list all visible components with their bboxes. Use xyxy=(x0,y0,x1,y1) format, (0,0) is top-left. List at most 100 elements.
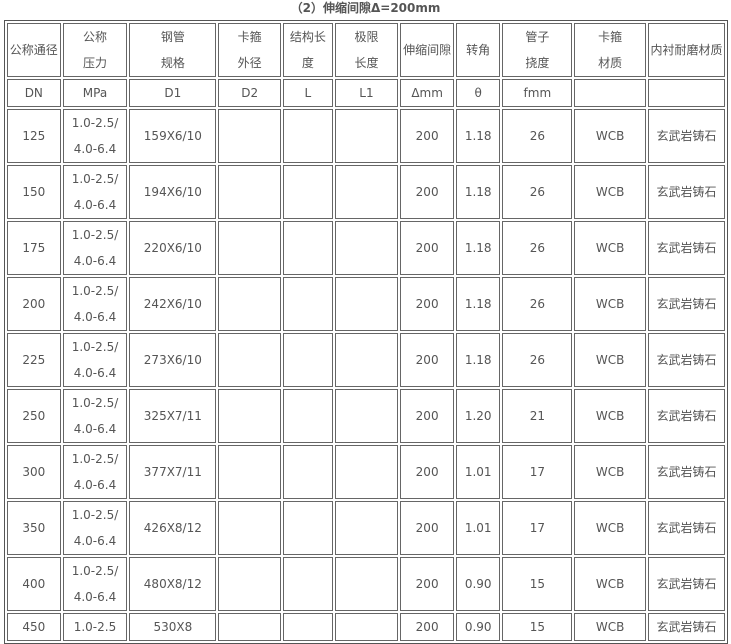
table-cell xyxy=(334,277,399,331)
table-cell: 1.0-2.5/4.0-6.4 xyxy=(62,501,128,555)
table-row: 175 1.0-2.5/4.0-6.4 220X6/10 200 1.18 26 WCB 玄武… xyxy=(7,221,725,275)
table-cell: 1.18 xyxy=(455,221,501,275)
table-cell: WCB xyxy=(574,557,647,611)
cell-line: 4.0-6.4 xyxy=(73,422,117,436)
cell-line: 4.0-6.4 xyxy=(73,366,117,380)
table-cell: 玄武岩铸石 xyxy=(648,613,725,641)
table-row: 150 1.0-2.5/4.0-6.4 194X6/10 200 1.18 26 WCB 玄武… xyxy=(7,165,725,219)
table-cell: 159X6/10 xyxy=(129,109,217,163)
header-row: 公称通径 公称 压力 钢管 规格 卡箍 外径 结构长度极限 长度 伸缩间隙 转角 管子 挠度 卡箍 材质 内衬… xyxy=(7,23,725,77)
table-cell: 26 xyxy=(502,333,573,387)
unit-cell: D2 xyxy=(218,79,282,107)
table-cell: 15 xyxy=(502,557,573,611)
cell-line: 4.0-6.4 xyxy=(73,142,117,156)
unit-cell: L1 xyxy=(334,79,399,107)
unit-cell: D1 xyxy=(129,79,217,107)
table-row: 350 1.0-2.5/4.0-6.4 426X8/12 200 1.01 17 WCB 玄武… xyxy=(7,501,725,555)
table-cell: 17 xyxy=(502,445,573,499)
table-cell xyxy=(334,165,399,219)
table-cell: 400 xyxy=(7,557,61,611)
table-cell: WCB xyxy=(574,109,647,163)
cell-line: 1.0-2.5/ xyxy=(71,284,119,298)
table-cell xyxy=(283,109,333,163)
table-cell xyxy=(334,501,399,555)
table-cell: 玄武岩铸石 xyxy=(648,445,725,499)
table-cell: 1.18 xyxy=(455,333,501,387)
table-cell: 1.0-2.5/4.0-6.4 xyxy=(62,445,128,499)
table-title: （2）伸缩间隙Δ=200mm xyxy=(290,1,441,15)
table-row: 225 1.0-2.5/4.0-6.4 273X6/10 200 1.18 26 WCB 玄武… xyxy=(7,333,725,387)
header-cell: 公称 压力 xyxy=(62,23,128,77)
table-row: 400 1.0-2.5/4.0-6.4 480X8/12 200 0.90 15 WCB 玄武… xyxy=(7,557,725,611)
table-cell: 0.90 xyxy=(455,613,501,641)
cell-line: 1.0-2.5/ xyxy=(71,340,119,354)
cell-line: 4.0-6.4 xyxy=(73,254,117,268)
cell-line: 4.0-6.4 xyxy=(73,478,117,492)
table-cell: 194X6/10 xyxy=(129,165,217,219)
table-cell xyxy=(283,501,333,555)
table-cell: 530X8 xyxy=(129,613,217,641)
table-row: 300 1.0-2.5/4.0-6.4 377X7/11 200 1.01 17 WCB 玄武… xyxy=(7,445,725,499)
table-cell xyxy=(334,333,399,387)
table-cell: 1.20 xyxy=(455,389,501,443)
table-cell: 玄武岩铸石 xyxy=(648,109,725,163)
cell-line: 4.0-6.4 xyxy=(73,198,117,212)
table-cell: 350 xyxy=(7,501,61,555)
cell-line: 4.0-6.4 xyxy=(73,534,117,548)
table-cell: 200 xyxy=(400,501,454,555)
table-cell xyxy=(283,389,333,443)
cell-line: 压力 xyxy=(82,56,107,70)
table-cell: WCB xyxy=(574,613,647,641)
table-row: 125 1.0-2.5/4.0-6.4 159X6/10 200 1.18 26 WCB 玄武… xyxy=(7,109,725,163)
unit-row: DN MPa D1 D2 L L1 Δmm θ fmm xyxy=(7,79,725,107)
table-cell xyxy=(218,389,282,443)
cell-line: 度 xyxy=(301,56,314,70)
cell-line: 卡箍 xyxy=(237,30,262,44)
header-cell: 卡箍 材质 xyxy=(574,23,647,77)
header-cell: 管子 挠度 xyxy=(502,23,573,77)
table-cell: 1.0-2.5/4.0-6.4 xyxy=(62,389,128,443)
table-cell: 玄武岩铸石 xyxy=(648,557,725,611)
header-cell: 结构长度 xyxy=(283,23,333,77)
table-cell: 1.18 xyxy=(455,109,501,163)
table-cell: 377X7/11 xyxy=(129,445,217,499)
cell-line: 1.0-2.5/ xyxy=(71,172,119,186)
table-cell xyxy=(283,445,333,499)
cell-line: 规格 xyxy=(160,56,185,70)
table-cell: 26 xyxy=(502,221,573,275)
table-cell: 21 xyxy=(502,389,573,443)
table-cell xyxy=(283,613,333,641)
table-cell xyxy=(218,501,282,555)
table-cell xyxy=(334,445,399,499)
table-cell: 玄武岩铸石 xyxy=(648,333,725,387)
table-cell: 150 xyxy=(7,165,61,219)
table-cell: 200 xyxy=(400,557,454,611)
header-cell: 转角 xyxy=(455,23,501,77)
table-cell: 玄武岩铸石 xyxy=(648,165,725,219)
cell-line: 极限 xyxy=(354,30,379,44)
table-cell: 17 xyxy=(502,501,573,555)
table-cell: WCB xyxy=(574,445,647,499)
cell-line: 1.0-2.5/ xyxy=(71,228,119,242)
table-cell xyxy=(283,221,333,275)
table-cell: WCB xyxy=(574,501,647,555)
table-cell xyxy=(334,557,399,611)
table-row: 450 1.0-2.5 530X8 200 0.90 15 WCB 玄武岩铸石 xyxy=(7,613,725,641)
cell-line: 结构长 xyxy=(289,30,326,44)
cell-line: 钢管 xyxy=(160,30,185,44)
unit-cell: MPa xyxy=(62,79,128,107)
table-cell: 250 xyxy=(7,389,61,443)
cell-line: 长度 xyxy=(354,56,379,70)
table-cell: 273X6/10 xyxy=(129,333,217,387)
cell-line: 1.0-2.5/ xyxy=(71,564,119,578)
table-cell xyxy=(218,613,282,641)
table-cell: WCB xyxy=(574,221,647,275)
table-cell: 450 xyxy=(7,613,61,641)
table-cell xyxy=(218,557,282,611)
cell-line: 管子 xyxy=(525,30,550,44)
table-cell xyxy=(218,109,282,163)
table-cell xyxy=(218,277,282,331)
table-cell: 玄武岩铸石 xyxy=(648,501,725,555)
table-cell: 26 xyxy=(502,165,573,219)
table-cell: 1.0-2.5/4.0-6.4 xyxy=(62,165,128,219)
